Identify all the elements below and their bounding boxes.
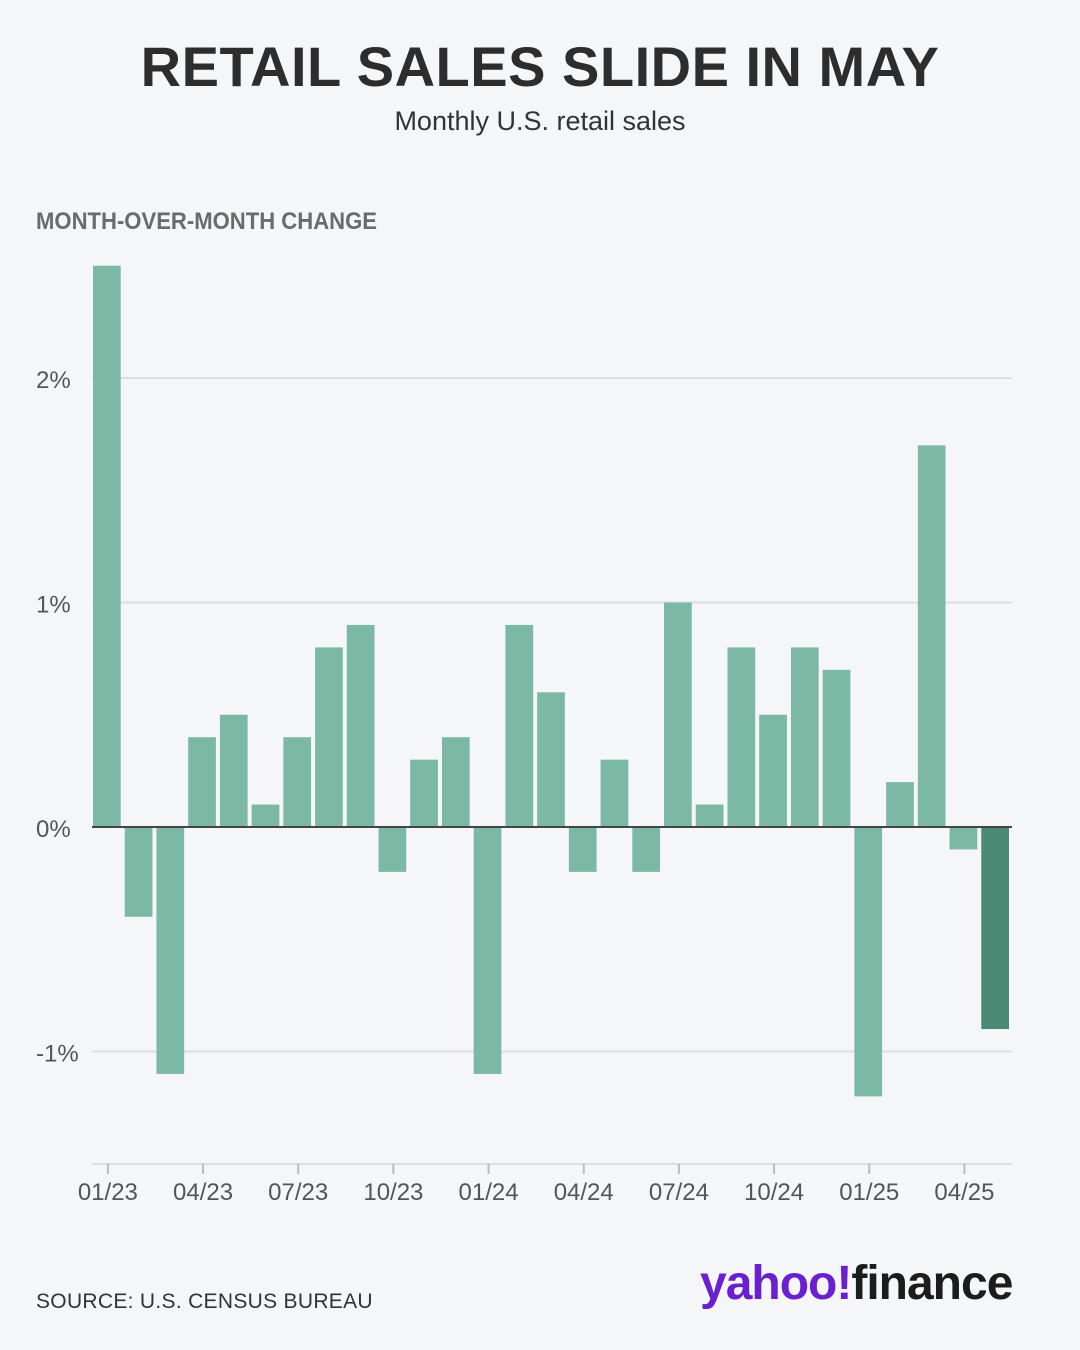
axes: 2% 1% 0% -1% 01/23 04/23 07/23 10/23 01/24 04/24 0… (36, 367, 1012, 1206)
bar (156, 827, 185, 1074)
bar (632, 827, 661, 872)
y-tick-label: 0% (36, 816, 71, 843)
x-tick-label: 07/24 (649, 1179, 709, 1206)
bar (315, 647, 343, 827)
bar (505, 624, 534, 827)
y-tick-label: 2% (36, 367, 71, 394)
logo-finance-text: finance (851, 1257, 1013, 1310)
x-tick-label: 01/23 (78, 1179, 138, 1206)
chart-subtitle: Monthly U.S. retail sales (394, 106, 686, 136)
bar (219, 714, 248, 827)
bar (664, 602, 692, 827)
bar (949, 827, 978, 850)
bar (537, 692, 565, 827)
bar (346, 624, 375, 827)
bar (283, 737, 312, 827)
logo-yahoo-text: yahoo (700, 1257, 837, 1310)
bar (473, 827, 502, 1074)
chart-title: RETAIL SALES SLIDE IN MAY (140, 35, 940, 98)
bar (124, 827, 153, 917)
x-tick-label: 01/24 (459, 1179, 519, 1206)
x-tick-label: 04/24 (554, 1179, 614, 1206)
x-tick-label: 04/23 (173, 1179, 233, 1206)
bar (410, 759, 438, 827)
bar (790, 647, 819, 827)
bar (854, 827, 883, 1097)
x-tick-label: 07/23 (268, 1179, 328, 1206)
bar (600, 759, 629, 827)
bar (441, 737, 470, 827)
bar (759, 714, 787, 827)
y-tick-label: 1% (36, 592, 71, 619)
bar (378, 827, 407, 872)
x-tick-label: 10/24 (744, 1179, 804, 1206)
bar (822, 669, 851, 827)
bar (695, 804, 724, 827)
source-note: SOURCE: U.S. CENSUS BUREAU (36, 1290, 373, 1313)
x-tick-label: 10/23 (363, 1179, 423, 1206)
bar (917, 445, 946, 827)
y-tick-label: -1% (36, 1041, 79, 1068)
bar (727, 647, 756, 827)
y-axis-label: MONTH-OVER-MONTH CHANGE (36, 208, 377, 235)
bar (251, 804, 280, 827)
bar (188, 737, 216, 827)
bar (568, 827, 597, 872)
yahoo-finance-logo: yahoo!finance (700, 1256, 1050, 1311)
x-tick-label: 04/25 (934, 1179, 994, 1206)
x-tick-label: 01/25 (839, 1179, 899, 1206)
bar (886, 782, 914, 827)
bar-highlight (981, 827, 1009, 1030)
logo-exclamation: ! (836, 1257, 852, 1310)
bar (93, 265, 121, 827)
bars (93, 265, 1009, 1097)
